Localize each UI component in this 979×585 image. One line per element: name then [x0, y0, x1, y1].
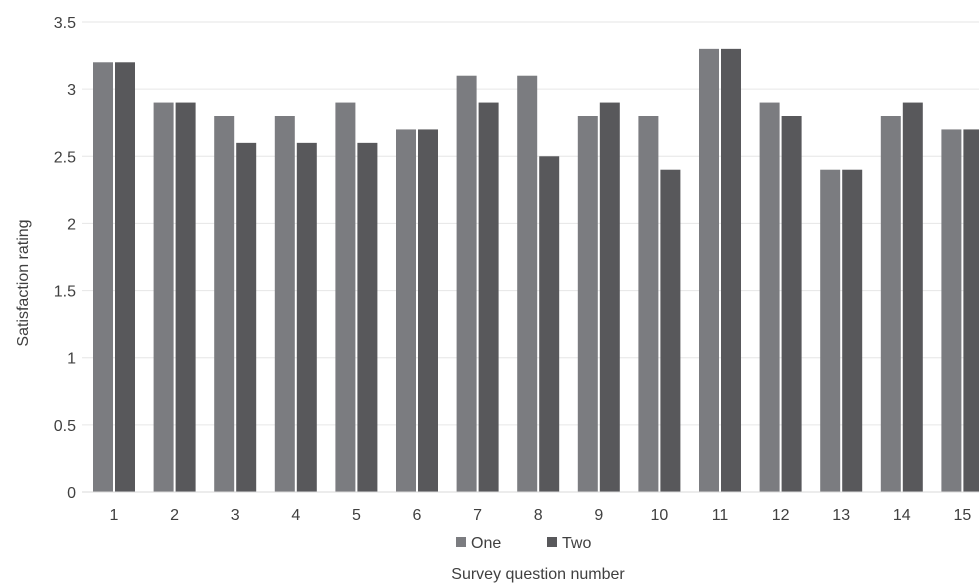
x-tick-label: 15	[954, 507, 972, 524]
x-tick-label: 10	[651, 507, 669, 524]
x-axis-ticks: 1 2 3 4 5 6 7 8 9 10 11 12 13 14 15	[110, 507, 972, 524]
legend-swatch-1	[456, 537, 466, 547]
bar-series-1-q13	[820, 169, 841, 492]
x-tick-label: 13	[832, 507, 850, 524]
y-tick-label: 0	[67, 485, 76, 502]
y-tick-label: 1.5	[54, 284, 76, 301]
bar-series-1-q2	[153, 102, 174, 493]
x-tick-label: 2	[170, 507, 179, 524]
bar-series-2-q1	[115, 62, 135, 493]
bars	[93, 48, 979, 493]
legend-label-1: One	[471, 535, 501, 552]
y-tick-label: 1	[67, 351, 76, 368]
x-tick-label: 5	[352, 507, 361, 524]
legend-swatch-2	[547, 537, 557, 547]
bar-series-2-q5	[357, 142, 378, 492]
bar-series-2-q11	[721, 48, 741, 492]
y-axis-ticks: 0 0.5 1 1.5 2 2.5 3 3.5	[54, 15, 76, 502]
legend-label-2: Two	[562, 535, 591, 552]
bar-series-1-q14	[880, 116, 901, 492]
y-tick-label: 2	[67, 216, 76, 233]
bar-series-1-q5	[335, 102, 356, 493]
bar-series-2-q12	[781, 116, 802, 492]
x-tick-label: 12	[772, 507, 790, 524]
x-axis-title: Survey question number	[451, 566, 625, 583]
bar-series-1-q8	[517, 75, 538, 492]
bar-series-2-q13	[842, 169, 863, 492]
bar-series-1-q7	[456, 75, 477, 492]
x-tick-label: 8	[534, 507, 543, 524]
y-tick-label: 0.5	[54, 418, 76, 435]
bar-series-1-q11	[699, 48, 719, 492]
bar-series-1-q3	[214, 116, 235, 492]
x-tick-label: 4	[291, 507, 300, 524]
y-tick-label: 3.5	[54, 15, 76, 32]
y-tick-label: 2.5	[54, 149, 76, 166]
bar-series-1-q10	[638, 116, 659, 492]
bar-series-2-q10	[660, 169, 681, 492]
x-tick-label: 14	[893, 507, 911, 524]
x-tick-label: 1	[110, 507, 119, 524]
y-axis-title: Satisfaction rating	[15, 219, 32, 346]
bar-series-2-q7	[478, 102, 499, 493]
bar-series-2-q15	[963, 129, 979, 492]
bar-series-2-q8	[539, 156, 560, 493]
x-tick-label: 6	[413, 507, 422, 524]
bar-series-1-q6	[396, 129, 416, 492]
bar-series-2-q9	[599, 102, 620, 493]
bar-series-1-q1	[93, 62, 113, 493]
bar-series-1-q12	[759, 102, 780, 493]
bar-series-2-q3	[236, 142, 257, 492]
bar-series-2-q4	[296, 142, 317, 492]
x-tick-label: 7	[473, 507, 482, 524]
bar-series-2-q6	[418, 129, 438, 492]
legend: One Two	[456, 535, 591, 552]
x-tick-label: 11	[712, 507, 729, 524]
x-tick-label: 9	[594, 507, 603, 524]
y-tick-label: 3	[67, 82, 76, 99]
x-tick-label: 3	[231, 507, 240, 524]
bar-series-1-q9	[577, 116, 598, 492]
bar-series-1-q15	[941, 129, 962, 492]
bar-series-2-q2	[175, 102, 196, 493]
bar-series-1-q4	[274, 116, 295, 492]
bar-series-2-q14	[902, 102, 923, 493]
